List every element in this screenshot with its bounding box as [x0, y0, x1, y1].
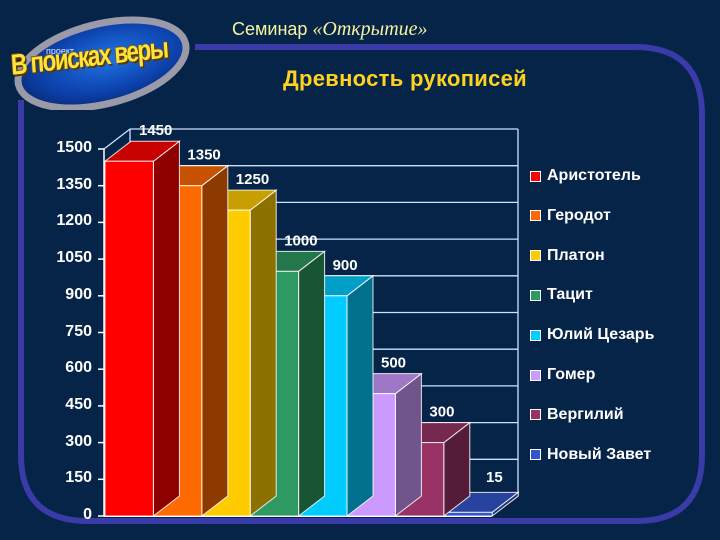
legend-swatch-icon: [530, 329, 541, 341]
y-tick-label: 600: [65, 359, 92, 377]
data-label: 300: [429, 404, 454, 421]
legend-swatch-icon: [530, 250, 541, 262]
bar-1: [103, 140, 181, 518]
data-label: 900: [333, 257, 358, 274]
y-tick-label: 900: [65, 285, 92, 303]
legend-swatch-icon: [530, 449, 541, 461]
legend-label: Вергилий: [547, 405, 624, 423]
legend-item: Аристотель: [530, 166, 641, 186]
bars: [103, 140, 520, 518]
legend-swatch-icon: [530, 210, 541, 222]
data-label: 500: [381, 355, 406, 372]
data-label: 1350: [187, 147, 220, 164]
y-tick-label: 750: [65, 322, 92, 340]
legend-item: Вергилий: [530, 405, 624, 425]
y-tick-label: 1350: [56, 175, 92, 193]
seminar-heading: Семинар «Открытие»: [232, 18, 428, 41]
page-title: Древность рукописей: [283, 66, 528, 91]
legend-item: Тацит: [530, 285, 593, 305]
legend-item: Гомер: [530, 365, 595, 385]
seminar-prefix: Семинар: [232, 19, 313, 39]
project-logo: проект В поисках веры: [2, 6, 190, 112]
legend-item: Платон: [530, 246, 605, 266]
data-labels: 1450 1350 1250 1000 900 500 300 15: [139, 122, 503, 486]
data-label: 1000: [284, 232, 317, 249]
legend-swatch-icon: [530, 289, 541, 301]
bar-8: [442, 491, 520, 518]
y-tick-label: 300: [65, 432, 92, 450]
logo-small-text: проект: [46, 46, 75, 56]
legend-label: Геродот: [547, 206, 611, 224]
legend-item: Юлий Цезарь: [530, 325, 654, 345]
legend-label: Гомер: [547, 366, 596, 383]
legend-label: Аристотель: [547, 167, 641, 184]
legend-label: Юлий Цезарь: [547, 326, 655, 344]
y-tick-label: 1500: [56, 139, 92, 156]
data-label: 1250: [236, 171, 269, 188]
legend-label: Новый Завет: [547, 445, 652, 463]
seminar-name: «Открытие»: [312, 18, 428, 40]
legend-item: Новый Завет: [530, 445, 651, 465]
legend-swatch-icon: [530, 409, 541, 421]
data-label: 1450: [139, 122, 172, 139]
data-label: 15: [486, 469, 503, 486]
legend-label: Платон: [547, 246, 605, 264]
legend-item: Геродот: [530, 206, 611, 226]
y-tick-label: 450: [65, 395, 92, 413]
legend-swatch-icon: [530, 170, 541, 182]
y-tick-label: 150: [65, 469, 92, 487]
y-tick-label: 1050: [56, 249, 92, 267]
legend-label: Тацит: [547, 286, 593, 304]
legend-swatch-icon: [530, 369, 541, 381]
y-tick-label: 1200: [56, 212, 92, 230]
logo-ellipse-icon: [14, 16, 190, 112]
y-tick-label: 0: [83, 506, 92, 523]
